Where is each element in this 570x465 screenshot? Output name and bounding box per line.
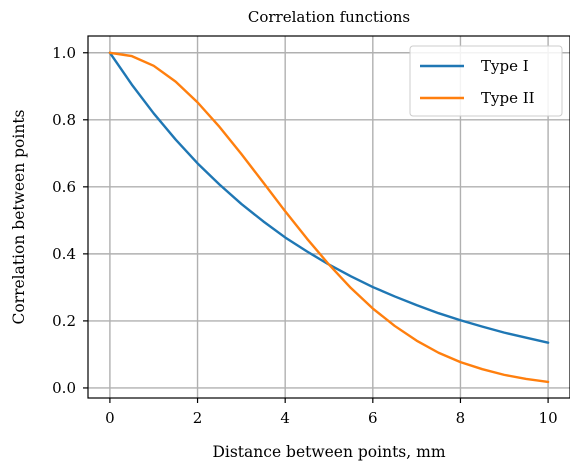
x-axis-label: Distance between points, mm (212, 443, 445, 461)
chart-title: Correlation functions (248, 8, 410, 26)
x-tick-label: 2 (193, 409, 203, 427)
x-tick-label: 6 (368, 409, 378, 427)
x-tick-label: 0 (105, 409, 115, 427)
y-tick-label: 0.0 (52, 379, 76, 397)
legend-label-type-i: Type I (481, 57, 529, 75)
x-tick-label: 10 (539, 409, 558, 427)
legend: Type I Type II (410, 46, 562, 116)
y-tick-label: 1.0 (52, 44, 76, 62)
y-tick-label: 0.2 (52, 312, 76, 330)
y-axis-label: Correlation between points (10, 109, 28, 324)
x-tick-label: 8 (456, 409, 466, 427)
x-tick-label: 4 (280, 409, 290, 427)
legend-label-type-ii: Type II (481, 89, 535, 107)
y-tick-label: 0.8 (52, 111, 76, 129)
y-tick-label: 0.4 (52, 245, 76, 263)
y-tick-label: 0.6 (52, 178, 76, 196)
